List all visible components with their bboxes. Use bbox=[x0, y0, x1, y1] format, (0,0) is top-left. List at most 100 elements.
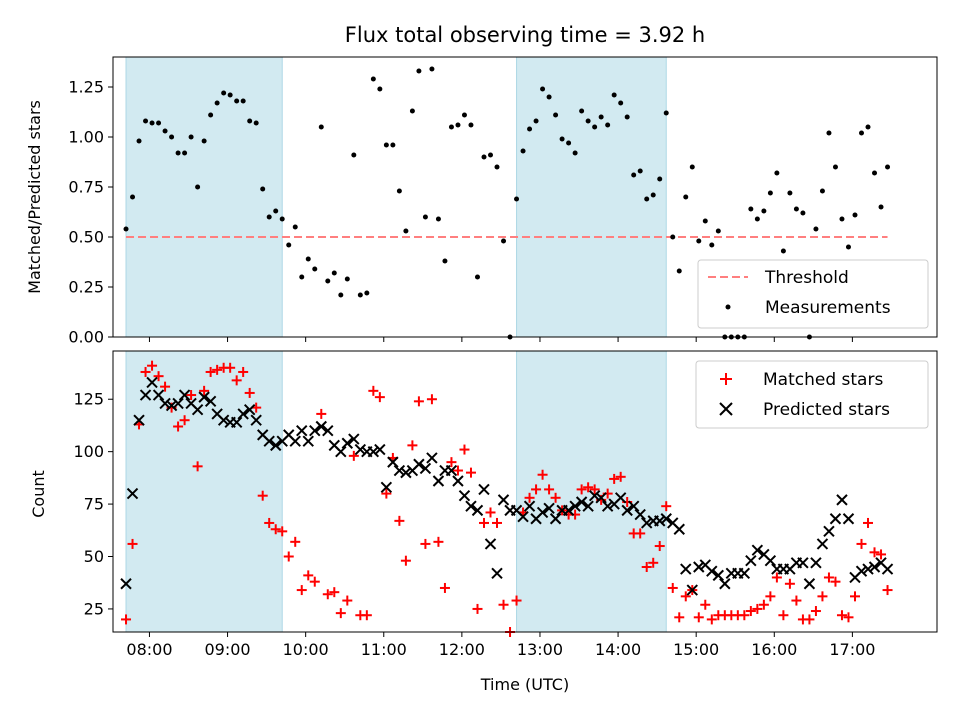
predicted-star-point bbox=[387, 456, 399, 468]
measurement-point bbox=[832, 164, 838, 170]
measurement-point bbox=[435, 216, 441, 222]
predicted-star-point bbox=[322, 424, 334, 437]
matched-star-point bbox=[641, 561, 652, 572]
matched-star-point bbox=[413, 396, 424, 407]
measurement-point bbox=[481, 154, 487, 160]
predicted-star-point bbox=[302, 435, 314, 447]
measurement-point bbox=[403, 228, 409, 234]
matched-star-point bbox=[277, 526, 288, 537]
measurement-point bbox=[774, 170, 780, 176]
matched-star-point bbox=[446, 457, 457, 468]
ratio-panel: 0.00 0.25 0.50 0.75 1.00 1.25 Matched/Predict… bbox=[25, 56, 938, 347]
measurement-point bbox=[364, 290, 370, 296]
matched-star-point bbox=[296, 585, 307, 596]
matched-star-point bbox=[843, 612, 854, 623]
predicted-star-point bbox=[348, 433, 360, 445]
predicted-star-point bbox=[745, 554, 757, 567]
matched-star-point bbox=[394, 515, 405, 526]
predicted-star-point bbox=[588, 489, 601, 502]
matched-star-point bbox=[439, 582, 450, 593]
matched-star-point bbox=[472, 603, 483, 614]
matched-star-point bbox=[745, 606, 756, 617]
measurement-point bbox=[514, 196, 520, 202]
measurement-point bbox=[286, 242, 292, 248]
measurement-point bbox=[800, 210, 806, 216]
matched-star-point bbox=[765, 591, 776, 602]
predicted-star-point bbox=[686, 584, 698, 596]
matched-star-point bbox=[863, 517, 874, 528]
matched-star-point bbox=[804, 614, 815, 625]
matched-star-point bbox=[231, 375, 242, 386]
predicted-star-point bbox=[803, 578, 816, 590]
x-tick-label: 10:00 bbox=[283, 640, 329, 659]
measurement-point bbox=[351, 152, 357, 158]
measurement-point bbox=[501, 238, 507, 244]
predicted-star-point bbox=[380, 481, 393, 494]
counts-legend: Matched stars Predicted stars bbox=[695, 360, 929, 429]
measurement-point bbox=[663, 110, 669, 116]
predicted-star-point bbox=[432, 475, 445, 487]
measurement-point bbox=[702, 218, 708, 224]
measurement-point bbox=[305, 256, 311, 262]
measurement-point bbox=[566, 140, 572, 146]
measurement-point bbox=[279, 216, 285, 222]
ratio-y-axis-label: Matched/Predicted stars bbox=[25, 100, 44, 294]
predicted-star-point bbox=[660, 513, 672, 525]
predicted-star-point bbox=[693, 561, 705, 573]
predicted-star-point bbox=[497, 494, 510, 506]
measurement-point bbox=[377, 86, 383, 92]
measurement-point bbox=[637, 168, 643, 174]
predicted-star-point bbox=[842, 513, 855, 525]
predicted-star-point bbox=[478, 483, 490, 496]
measurement-point bbox=[273, 208, 279, 214]
measurement-point bbox=[839, 216, 845, 222]
matched-star-point bbox=[238, 366, 249, 377]
predicted-star-point bbox=[217, 414, 230, 426]
predicted-star-point bbox=[810, 557, 822, 569]
matched-star-point bbox=[270, 524, 281, 535]
measurement-point bbox=[234, 98, 240, 104]
counts-x-ticks: 08:00 09:00 10:00 11:00 12:00 13:00 14:00 15:00… bbox=[126, 632, 875, 659]
predicted-star-point bbox=[296, 424, 308, 437]
predicted-star-point bbox=[165, 399, 178, 412]
measurement-point bbox=[299, 274, 305, 280]
measurement-point bbox=[156, 120, 162, 126]
measurement-point bbox=[474, 274, 480, 280]
counts-y-axis-label: Count bbox=[29, 470, 48, 518]
y-tick-label: 0.00 bbox=[68, 328, 104, 347]
legend-predicted-swatch bbox=[719, 402, 733, 416]
matched-star-point bbox=[615, 471, 626, 482]
measurement-point bbox=[383, 142, 389, 148]
predicted-star-point bbox=[126, 487, 139, 500]
predicted-star-point bbox=[146, 376, 158, 389]
matched-star-point bbox=[348, 450, 359, 461]
y-tick-label: 50 bbox=[84, 547, 104, 566]
measurement-point bbox=[579, 108, 585, 114]
predicted-star-point bbox=[178, 389, 191, 401]
matched-star-point bbox=[127, 538, 138, 549]
matched-star-point bbox=[810, 606, 821, 617]
measurement-point bbox=[546, 94, 552, 100]
x-tick-label: 08:00 bbox=[126, 640, 172, 659]
predicted-star-points bbox=[120, 376, 894, 596]
matched-star-point bbox=[329, 587, 340, 598]
predicted-star-point bbox=[230, 416, 243, 429]
measurement-point bbox=[182, 150, 188, 156]
matched-star-point bbox=[531, 484, 542, 495]
matched-star-point bbox=[244, 387, 255, 398]
matched-star-point bbox=[290, 536, 301, 547]
matched-star-point bbox=[544, 484, 555, 495]
measurement-point bbox=[162, 128, 168, 134]
matched-star-point bbox=[374, 392, 385, 403]
measurement-point bbox=[611, 92, 617, 98]
chart-title: Flux total observing time = 3.92 h bbox=[345, 23, 705, 47]
matched-star-point bbox=[420, 538, 431, 549]
measurement-point bbox=[175, 150, 181, 156]
measurement-point bbox=[214, 100, 220, 106]
measurement-point bbox=[761, 208, 767, 214]
matched-star-point bbox=[589, 484, 600, 495]
matched-star-point bbox=[205, 366, 216, 377]
measurement-point bbox=[826, 130, 832, 136]
measurement-point bbox=[344, 276, 350, 282]
